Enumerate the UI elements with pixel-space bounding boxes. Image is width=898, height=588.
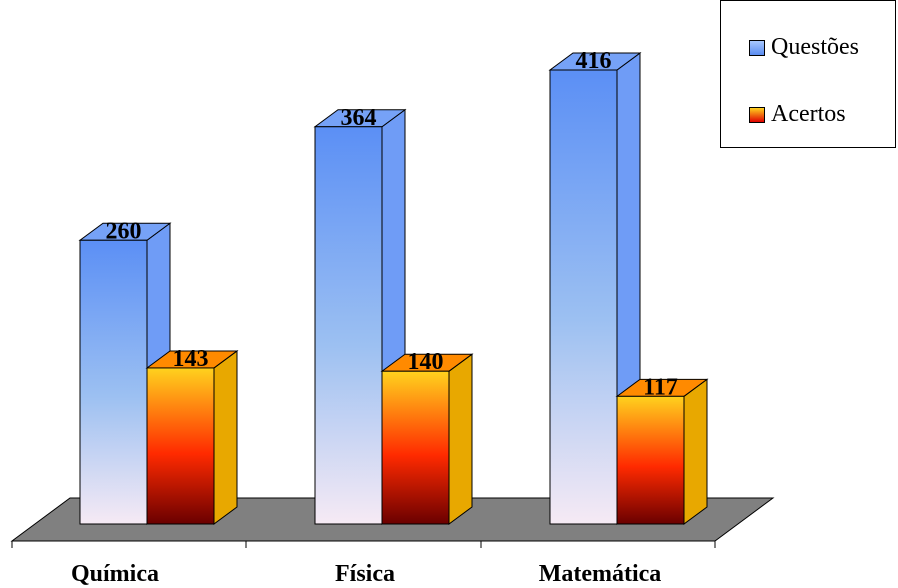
bar-side-acertos [683, 378, 708, 525]
data-label-questoes: 364 [341, 105, 377, 131]
data-label-acertos: 140 [408, 349, 444, 375]
bar-questoes [79, 239, 148, 525]
x-tick-label: Física [335, 561, 395, 587]
legend-item-questoes: Questões [749, 34, 859, 61]
bar-side-acertos [213, 349, 238, 525]
data-label-questoes: 260 [106, 218, 142, 244]
legend: Questões Acertos [720, 0, 896, 148]
bar-side-acertos [448, 353, 473, 525]
legend-label-acertos: Acertos [771, 101, 846, 127]
data-label-questoes: 416 [576, 48, 612, 74]
bar-acertos [381, 370, 450, 525]
x-tick-label: Química [71, 561, 159, 587]
legend-item-acertos: Acertos [749, 101, 846, 128]
legend-swatch-acertos [749, 106, 765, 123]
data-label-acertos: 143 [173, 346, 209, 372]
legend-swatch-questoes [749, 39, 765, 56]
x-tick-label: Matemática [539, 561, 662, 587]
bar-questoes [549, 69, 618, 525]
bar-acertos [146, 367, 215, 525]
legend-label-questoes: Questões [771, 34, 859, 60]
bar-acertos [616, 395, 685, 525]
data-label-acertos: 117 [643, 374, 678, 400]
bar-questoes [314, 126, 383, 525]
